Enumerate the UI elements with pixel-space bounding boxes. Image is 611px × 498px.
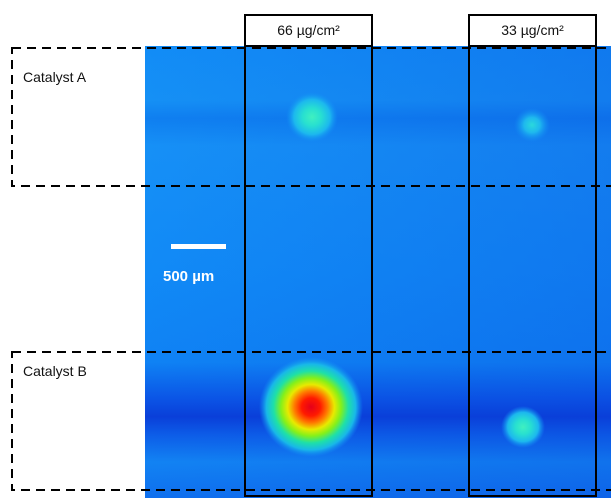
column-label-66: 66 µg/cm² — [277, 22, 340, 38]
row-frame-catalyst-b — [11, 351, 611, 491]
row-label-catalyst-b: Catalyst B — [23, 363, 87, 379]
scale-bar-label: 500 µm — [163, 268, 215, 285]
spot-catalyst-a-66 — [286, 92, 338, 142]
column-label-33: 33 µg/cm² — [501, 22, 564, 38]
column-header-box-33 — [468, 14, 597, 47]
row-label-catalyst-a: Catalyst A — [23, 69, 87, 85]
row-frame-catalyst-a — [11, 47, 611, 187]
column-header-box-66 — [244, 14, 373, 47]
hot-spot-catalyst-b-66 — [259, 357, 363, 457]
scale-bar — [171, 244, 226, 249]
spot-catalyst-a-33 — [514, 108, 550, 142]
spot-catalyst-b-33 — [501, 406, 545, 448]
